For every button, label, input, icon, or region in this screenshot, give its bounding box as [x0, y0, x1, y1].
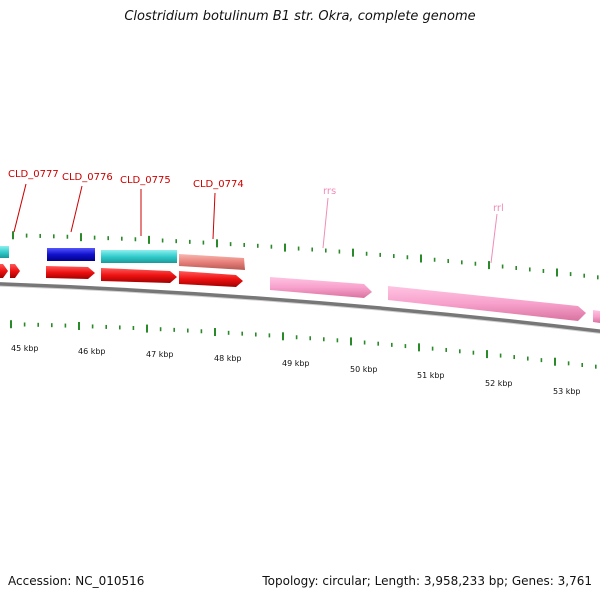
kbp-label: 48 kbp: [214, 354, 242, 363]
label-line: [70, 185, 83, 233]
gene-label: CLD_0776: [62, 172, 113, 183]
topology-text: Topology: circular; Length: 3,958,233 bp…: [262, 574, 592, 588]
rna-label: rrl: [493, 203, 504, 214]
salmon-feature: [179, 254, 245, 270]
label-line: [322, 197, 329, 249]
map-title: Clostridium botulinum B1 str. Okra, comp…: [124, 9, 476, 24]
rrl-arrow: [388, 286, 586, 321]
blue-feature: [47, 248, 95, 261]
cds-arrow: [46, 266, 95, 279]
cds-arrow: [179, 271, 243, 287]
tick-row-top: [12, 231, 599, 280]
tick-row-bottom: [10, 320, 597, 369]
accession-text: Accession: NC_010516: [8, 574, 145, 588]
kbp-label: 49 kbp: [282, 359, 310, 368]
rna-label: rrs: [323, 186, 336, 197]
gene-label: CLD_0775: [120, 175, 171, 186]
kbp-label: 53 kbp: [553, 387, 581, 396]
gene-label: CLD_0774: [193, 179, 244, 190]
label-line: [212, 192, 216, 240]
kbp-label: 45 kbp: [11, 344, 39, 353]
gene-label: CLD_0777: [8, 169, 59, 180]
kbp-label: 51 kbp: [417, 371, 445, 380]
kbp-label: 52 kbp: [485, 379, 513, 388]
cds-arrow: [10, 264, 20, 278]
partial-arrow: [593, 310, 600, 323]
label-line: [13, 183, 27, 233]
kbp-label: 46 kbp: [78, 347, 106, 356]
cds-arrow: [101, 268, 177, 283]
label-line: [490, 213, 498, 264]
cyan-feature: [101, 250, 177, 263]
rrs-arrow: [270, 277, 372, 298]
kbp-label: 47 kbp: [146, 350, 174, 359]
kbp-label: 50 kbp: [350, 365, 378, 374]
cds-arrow: [0, 264, 8, 278]
cyan-feature-left: [0, 246, 9, 258]
genome-backbone: [0, 282, 600, 334]
